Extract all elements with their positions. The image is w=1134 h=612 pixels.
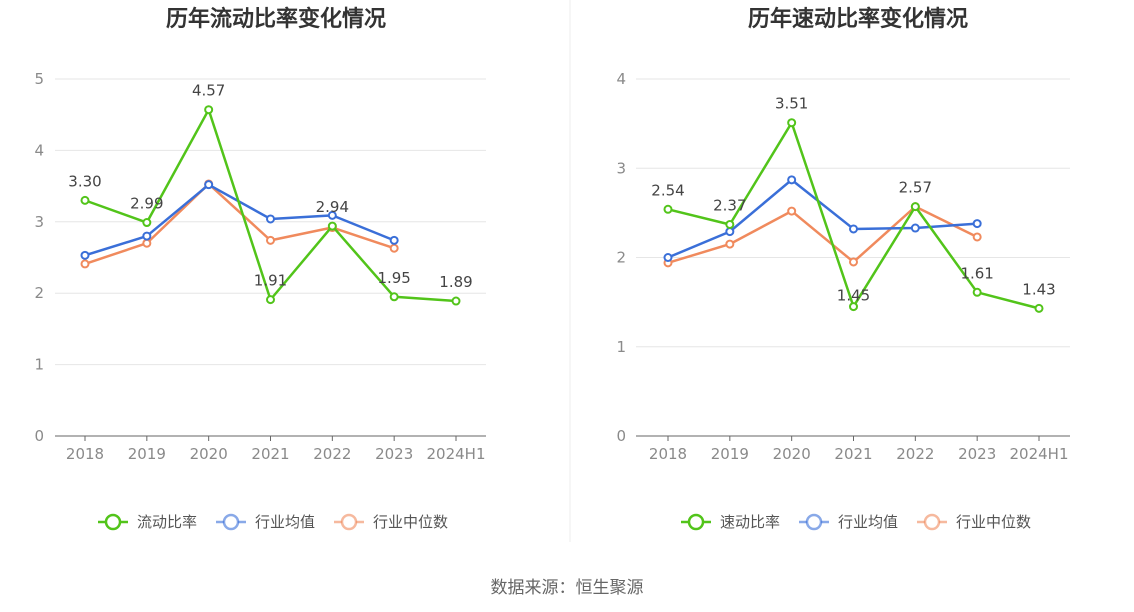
data-point bbox=[849, 257, 858, 267]
data-point bbox=[972, 219, 982, 229]
data-point bbox=[972, 287, 982, 297]
data-point bbox=[204, 105, 214, 115]
y-tick-label: 5 bbox=[34, 70, 44, 88]
data-point bbox=[663, 253, 673, 262]
data-point bbox=[663, 204, 673, 214]
data-label: 1.45 bbox=[837, 287, 870, 305]
data-label: 1.43 bbox=[1022, 280, 1055, 298]
x-tick-label: 2022 bbox=[896, 445, 934, 463]
data-point bbox=[725, 239, 735, 249]
y-tick-label: 2 bbox=[34, 284, 44, 302]
x-tick-label: 2023 bbox=[375, 445, 413, 463]
legend-marker bbox=[104, 513, 122, 531]
y-tick-label: 1 bbox=[34, 356, 44, 374]
data-label: 1.91 bbox=[254, 272, 287, 290]
legend-label: 行业中位数 bbox=[373, 513, 448, 531]
legend-label: 行业均值 bbox=[255, 513, 315, 531]
data-point bbox=[389, 235, 399, 245]
data-label: 1.95 bbox=[377, 269, 410, 287]
data-point bbox=[142, 218, 152, 228]
data-point bbox=[266, 295, 275, 305]
data-label: 2.37 bbox=[713, 196, 746, 214]
x-tick-label: 2024H1 bbox=[1010, 445, 1069, 463]
data-point bbox=[389, 292, 399, 302]
data-point bbox=[1034, 303, 1044, 313]
data-point bbox=[849, 302, 858, 312]
data-point bbox=[451, 296, 461, 306]
x-tick-label: 2020 bbox=[190, 445, 228, 463]
y-tick-label: 1 bbox=[616, 338, 626, 356]
data-label: 1.89 bbox=[439, 273, 472, 291]
y-tick-label: 3 bbox=[616, 159, 626, 177]
legend-label: 行业中位数 bbox=[956, 513, 1031, 531]
data-point bbox=[972, 232, 982, 242]
legend-label: 速动比率 bbox=[720, 513, 780, 531]
series-line bbox=[667, 178, 978, 259]
data-label: 2.94 bbox=[316, 198, 349, 216]
data-point bbox=[266, 214, 275, 224]
x-tick-label: 2024H1 bbox=[427, 445, 486, 463]
x-tick-label: 2020 bbox=[773, 445, 811, 463]
legend-marker bbox=[340, 513, 358, 531]
x-tick-label: 2021 bbox=[834, 445, 872, 463]
data-point bbox=[787, 206, 797, 216]
data-point bbox=[142, 238, 152, 248]
data-point bbox=[787, 175, 797, 185]
data-point bbox=[910, 223, 920, 233]
current-ratio-chart: 历年流动比率变化情况 0 1 2 3 4 5 2018 2019 2020 2021 2022 2023… bbox=[34, 6, 486, 531]
data-label: 4.57 bbox=[192, 82, 225, 100]
chart-title: 历年流动比率变化情况 bbox=[166, 6, 386, 32]
data-point bbox=[204, 180, 214, 190]
data-point bbox=[787, 118, 797, 128]
data-point bbox=[327, 210, 337, 220]
x-tick-label: 2022 bbox=[313, 445, 351, 463]
data-source-note: 数据来源：恒生聚源 bbox=[491, 578, 644, 598]
x-tick-label: 2019 bbox=[128, 445, 166, 463]
x-tick-label: 2018 bbox=[649, 445, 687, 463]
data-point bbox=[849, 224, 858, 234]
data-point bbox=[725, 227, 735, 237]
legend-label: 流动比率 bbox=[137, 513, 197, 531]
y-tick-label: 0 bbox=[34, 427, 44, 445]
data-point bbox=[142, 231, 152, 241]
data-label: 2.99 bbox=[130, 195, 163, 213]
data-label: 2.57 bbox=[899, 179, 932, 197]
data-point bbox=[327, 221, 337, 231]
data-label: 1.61 bbox=[960, 264, 993, 282]
data-label: 2.54 bbox=[651, 181, 684, 199]
chart-title: 历年速动比率变化情况 bbox=[748, 6, 968, 32]
x-tick-label: 2023 bbox=[958, 445, 996, 463]
data-point bbox=[80, 250, 90, 260]
y-tick-label: 3 bbox=[34, 213, 44, 231]
y-tick-label: 4 bbox=[616, 70, 626, 88]
series-line bbox=[667, 205, 978, 265]
legend-label: 行业均值 bbox=[838, 513, 898, 531]
data-point bbox=[389, 243, 399, 253]
x-tick-label: 2021 bbox=[251, 445, 289, 463]
data-point bbox=[910, 202, 920, 212]
data-point bbox=[80, 259, 90, 269]
data-point bbox=[266, 235, 275, 245]
legend-marker bbox=[687, 513, 705, 531]
x-tick-label: 2019 bbox=[711, 445, 749, 463]
legend-marker bbox=[805, 513, 823, 531]
data-label: 3.51 bbox=[775, 95, 808, 113]
data-point bbox=[725, 219, 735, 229]
data-label: 3.30 bbox=[68, 172, 101, 190]
series-line bbox=[84, 182, 395, 266]
legend-marker bbox=[923, 513, 941, 531]
legend-marker bbox=[222, 513, 240, 531]
quick-ratio-chart: 历年速动比率变化情况 0 1 2 3 4 2018 2019 2020 2021 2022 2023 2… bbox=[616, 6, 1070, 531]
y-tick-label: 2 bbox=[616, 249, 626, 267]
x-tick-label: 2018 bbox=[66, 445, 104, 463]
y-tick-label: 0 bbox=[616, 427, 626, 445]
y-tick-label: 4 bbox=[34, 141, 44, 159]
data-point bbox=[80, 195, 90, 205]
